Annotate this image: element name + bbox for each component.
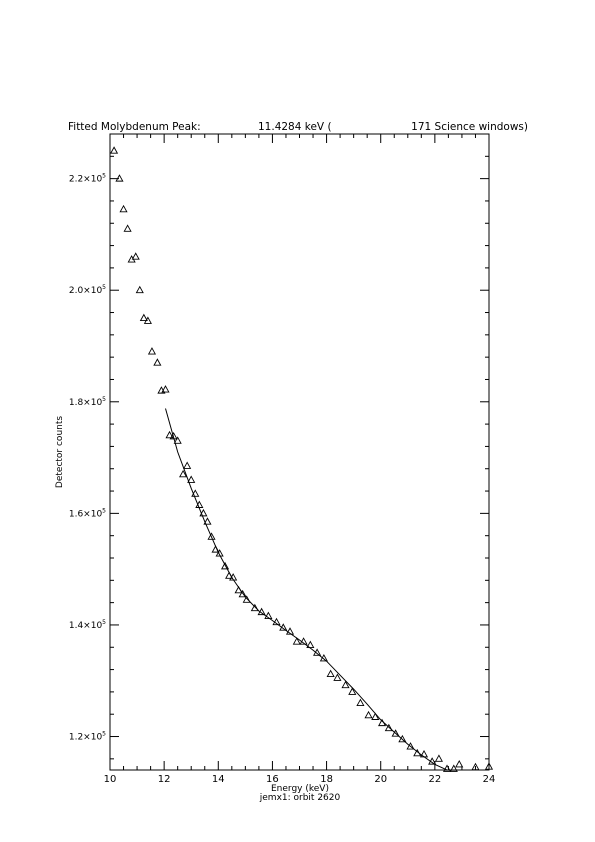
data-point: [356, 698, 365, 707]
data-point: [471, 762, 480, 771]
data-point: [406, 742, 415, 750]
data-point: [135, 285, 144, 294]
data-point: [115, 174, 124, 182]
x-tick-label: 18: [320, 774, 333, 785]
data-point: [165, 430, 174, 439]
data-point: [187, 475, 196, 483]
data-point: [319, 653, 328, 662]
x-tick-label: 20: [374, 774, 387, 785]
data-point: [313, 648, 322, 656]
axes: 10 12 14 16 18 20 22 24 1.2×105 1.4×105 1.6×105 1.8…: [69, 133, 496, 785]
data-point: [199, 508, 208, 517]
y-tick-label: 2.0×105: [69, 284, 106, 296]
data-point: [434, 754, 443, 762]
footer-label: jemx1: orbit 2620: [259, 793, 341, 803]
x-axis-label: Energy (keV): [271, 784, 329, 794]
data-point: [183, 461, 192, 469]
data-point: [484, 762, 494, 770]
data-point: [285, 627, 295, 635]
data-point: [143, 316, 152, 324]
data-point: [272, 617, 281, 626]
y-tick-label: 2.2×105: [69, 173, 106, 185]
data-point: [413, 748, 422, 757]
data-point: [391, 729, 400, 737]
plot-frame: [109, 133, 490, 771]
data-point: [250, 603, 259, 612]
data-point: [341, 680, 350, 689]
fit-curve: [165, 408, 449, 770]
data-point: [292, 637, 301, 645]
x-tick-label: 22: [428, 774, 441, 785]
y-axis-label: Detector counts: [55, 416, 65, 488]
data-point: [131, 252, 140, 260]
y-tick-label: 1.6×105: [69, 507, 106, 519]
data-point: [326, 669, 335, 677]
data-point: [147, 347, 157, 355]
x-tick-label: 14: [212, 774, 225, 785]
data-point: [384, 723, 393, 732]
data-point: [442, 764, 452, 772]
title-windows: 171 Science windows): [411, 121, 528, 133]
title-energy: 11.4284 keV (: [258, 121, 332, 133]
y-tick-label: 1.4×105: [69, 619, 106, 631]
data-point: [419, 749, 429, 758]
data-point: [161, 385, 170, 393]
y-tick-label: 1.8×105: [69, 396, 106, 408]
chart-title: Fitted Molybdenum Peak: 11.4284 keV ( 17…: [68, 121, 528, 133]
data-point: [215, 549, 224, 557]
data-point: [455, 759, 464, 768]
data-point: [398, 734, 407, 743]
x-tick-label: 24: [483, 774, 496, 785]
data-point: [348, 687, 357, 695]
data-point: [153, 358, 162, 366]
data-point: [139, 313, 148, 322]
data-point: [207, 532, 216, 540]
data-point: [264, 611, 273, 619]
data-point: [109, 146, 119, 154]
data-point: [242, 595, 251, 603]
data-point: [220, 561, 230, 570]
title-label: Fitted Molybdenum Peak:: [68, 121, 201, 133]
data-point: [119, 204, 128, 213]
data-point: [333, 673, 342, 681]
data-point: [364, 710, 373, 719]
data-point: [173, 436, 182, 444]
x-tick-label: 10: [104, 774, 117, 785]
data-point: [371, 712, 380, 720]
x-tick-label: 12: [158, 774, 171, 785]
data-marks: [109, 146, 494, 772]
x-tick-label: 16: [266, 774, 279, 785]
data-point: [179, 469, 188, 478]
data-point: [203, 517, 212, 525]
data-point: [449, 764, 458, 772]
data-point: [123, 224, 132, 232]
y-tick-label: 1.2×105: [69, 731, 106, 743]
data-point: [238, 589, 247, 598]
